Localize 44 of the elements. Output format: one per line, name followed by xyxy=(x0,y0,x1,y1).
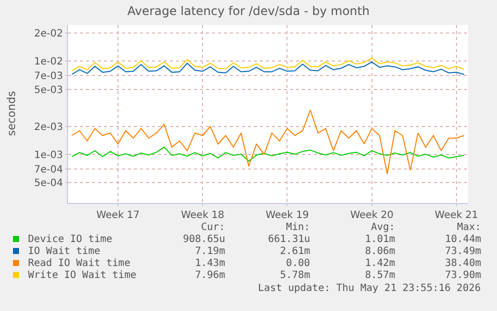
chart-title: Average latency for /dev/sda - by month xyxy=(127,4,370,18)
y-axis-title: seconds xyxy=(5,90,18,136)
text: 38.40m xyxy=(445,258,482,269)
text: Last update: Thu May 21 23:55:16 2026 xyxy=(258,283,481,294)
text: Cur: xyxy=(201,222,226,233)
text: 661.31u xyxy=(268,234,310,245)
line-series xyxy=(71,58,465,72)
legend-label: Read IO Wait time xyxy=(28,258,130,269)
y-tick-label: 1e-03 xyxy=(34,150,63,162)
x-tick-label: Week 20 xyxy=(350,210,394,221)
y-tick-label: 7e-04 xyxy=(34,164,63,176)
x-tick-label: Week 18 xyxy=(180,210,224,221)
y-tick-label: 2e-03 xyxy=(34,122,63,133)
legend-label: IO Wait time xyxy=(28,246,100,257)
line-series xyxy=(71,110,465,174)
text: Max: xyxy=(457,222,482,233)
legend-label: Device IO time xyxy=(28,234,112,245)
text: 8.06m xyxy=(365,246,396,257)
text: 5.78m xyxy=(280,270,310,281)
x-tick-label: Week 17 xyxy=(96,210,140,221)
text: 1.43m xyxy=(195,258,226,269)
x-tick-label: Week 19 xyxy=(266,210,309,221)
text: 1.42m xyxy=(365,258,396,269)
text: 73.90m xyxy=(445,270,482,281)
y-tick-label: 1e-02 xyxy=(34,56,63,68)
text: 1.01m xyxy=(365,234,396,245)
text: Min: xyxy=(286,222,310,233)
y-tick-label: 5e-04 xyxy=(34,178,63,190)
text: 2.61m xyxy=(280,246,310,257)
text: Avg: xyxy=(371,222,396,233)
text: 73.49m xyxy=(445,246,482,257)
text: 0.00 xyxy=(286,258,310,269)
y-tick-label: 2e-02 xyxy=(34,28,63,40)
legend-label: Write IO Wait time xyxy=(28,270,136,281)
text: 7.96m xyxy=(195,270,226,281)
y-tick-label: 5e-03 xyxy=(34,84,63,96)
line-series xyxy=(71,62,465,75)
text: 908.65u xyxy=(183,234,226,245)
text: 10.44m xyxy=(445,234,482,245)
line-series xyxy=(71,146,465,162)
x-tick-label: Week 21 xyxy=(434,210,478,221)
text: 8.57m xyxy=(365,270,396,281)
text: 7.19m xyxy=(195,246,226,257)
y-tick-label: 7e-03 xyxy=(34,71,63,82)
